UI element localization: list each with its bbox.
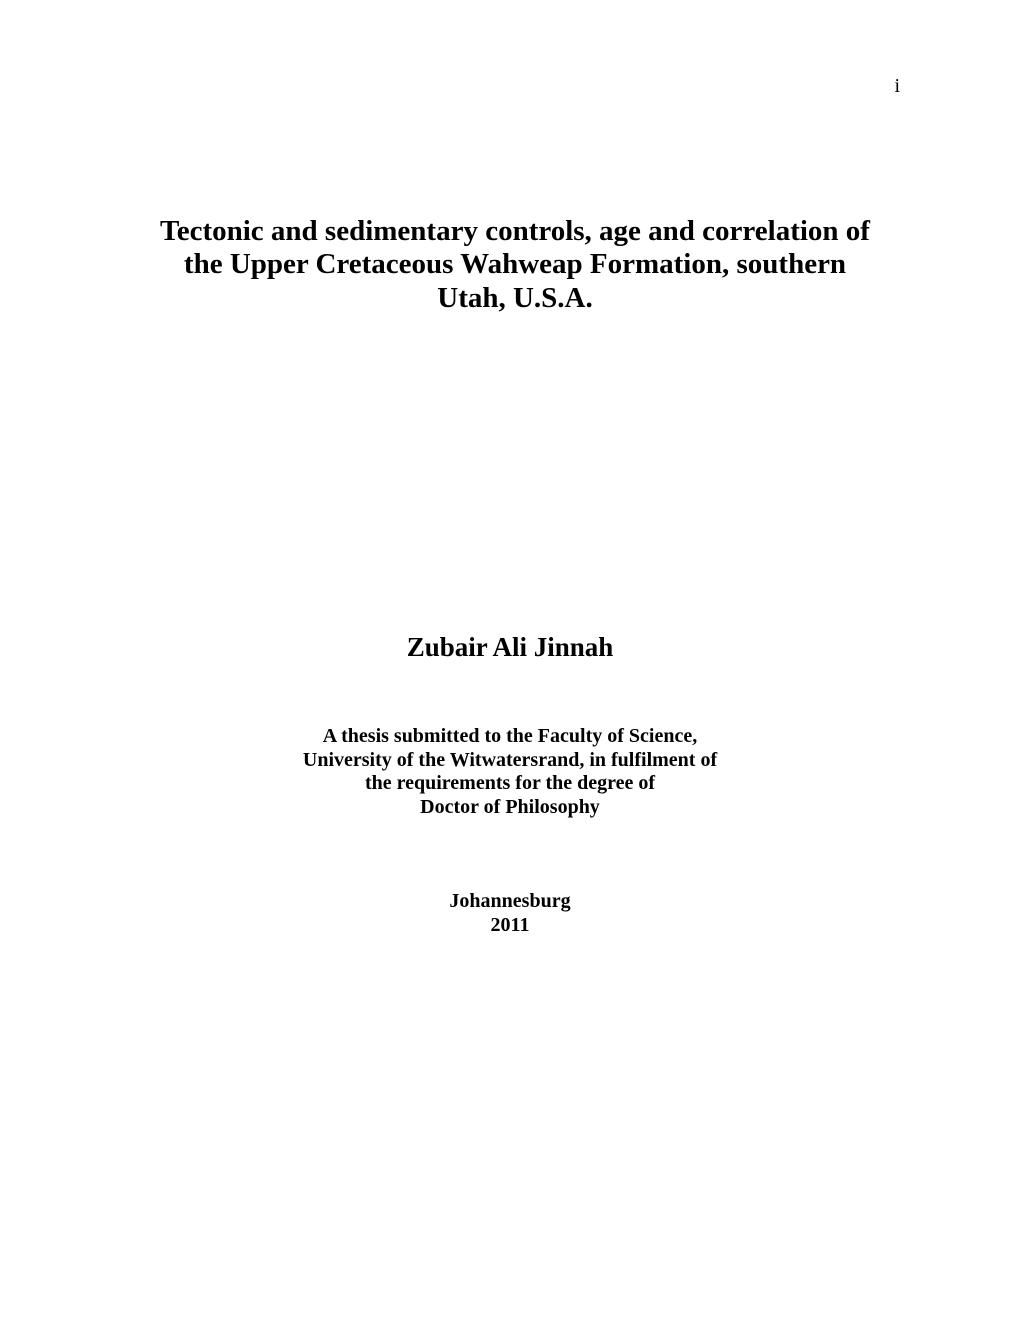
title-line-2: the Upper Cretaceous Wahweap Formation, …: [184, 248, 846, 280]
thesis-line-4: Doctor of Philosophy: [420, 796, 600, 818]
location-year: Johannesburg 2011: [0, 890, 1020, 937]
author-name: Zubair Ali Jinnah: [0, 632, 1020, 663]
year-text: 2011: [491, 914, 530, 936]
page-number: i: [894, 75, 900, 98]
title-line-1: Tectonic and sedimentary controls, age a…: [160, 215, 870, 247]
thesis-line-3: the requirements for the degree of: [365, 772, 655, 794]
thesis-line-1: A thesis submitted to the Faculty of Sci…: [323, 725, 697, 747]
location-text: Johannesburg: [449, 890, 570, 912]
thesis-statement: A thesis submitted to the Faculty of Sci…: [255, 725, 765, 819]
thesis-title: Tectonic and sedimentary controls, age a…: [125, 215, 905, 315]
thesis-line-2: University of the Witwatersrand, in fulf…: [303, 749, 717, 771]
title-line-3: Utah, U.S.A.: [437, 282, 593, 314]
